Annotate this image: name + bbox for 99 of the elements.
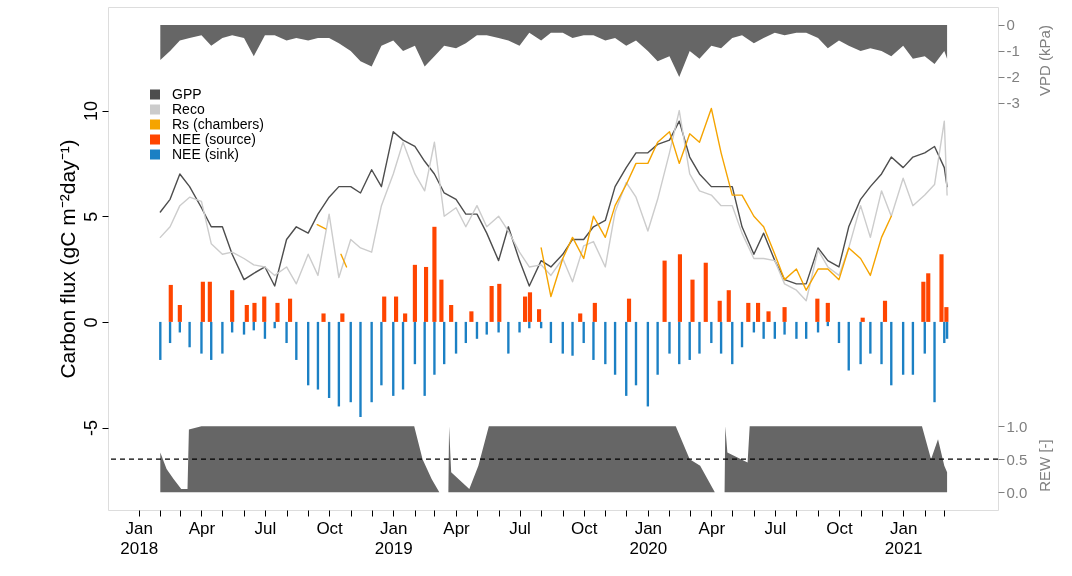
bar [677,254,683,322]
bar [859,321,862,365]
bar [439,279,444,322]
x-tick-label: Oct [826,518,853,538]
bar [662,260,667,322]
bar [783,321,786,335]
bar [882,300,888,322]
bar [380,321,383,386]
y2-tick-label: -3 [1006,94,1020,112]
bar [412,264,417,322]
bar [168,284,173,322]
bar [340,313,345,322]
bar [497,283,502,322]
bar [382,296,387,322]
bar [433,321,436,375]
bar [449,305,454,322]
bar [489,285,494,322]
x-tick-label: Apr [698,518,726,538]
bar [782,307,787,322]
bar [393,296,399,322]
legend-label: Rs (chambers) [172,115,264,132]
bar [188,321,191,348]
x-tick-label: Jan 2020 [629,518,668,558]
bar [717,300,722,322]
bar [244,305,249,322]
y3-tick-label: 0.5 [1006,450,1028,468]
x-tick-label: Jul [509,518,531,538]
bar [726,290,731,322]
bar [578,313,583,322]
bar [626,298,632,322]
legend-label: GPP [172,85,202,102]
bar [207,281,212,322]
x-tick-label: Jul [764,518,787,538]
bar [252,302,257,322]
bar [592,302,597,322]
bar [815,298,820,322]
bar [592,321,595,360]
x-tick-label: Jan 2021 [884,518,923,558]
bar [825,302,830,322]
bar [469,311,474,322]
y3-tick-label: 1.0 [1006,417,1028,435]
bar [423,321,426,396]
bar [423,266,429,322]
x-tick-label: Jul [254,518,277,538]
x-tick-label: Apr [188,518,216,538]
y-tick-label: 5 [80,211,101,222]
bar [880,321,883,365]
bar [287,298,293,322]
bar [571,321,574,356]
x-tick-label: Jan 2018 [120,518,159,558]
bar [746,302,751,322]
bar [177,305,182,322]
bar [497,321,500,333]
bar [939,254,944,322]
y2-axis-title: VPD (kPa) [1035,25,1053,96]
y-axis-title: Carbon flux (gC m⁻²day⁻¹) [55,139,79,379]
y2-tick-label: 0 [1006,16,1015,34]
bar [432,226,437,322]
bar [230,290,235,322]
x-tick-label: Jan 2019 [374,518,413,558]
y-tick-label: -5 [80,420,101,437]
bar [403,313,408,322]
bar [275,302,280,322]
bar [507,321,510,354]
y-tick-label: 10 [80,101,101,122]
bar [200,321,203,354]
bar [766,311,771,322]
bar [295,321,298,360]
bar [703,262,708,322]
bar [527,292,533,322]
bar [755,302,761,322]
bar [762,321,765,339]
y2-tick-label: -2 [1006,68,1020,86]
y3-tick-label: 0.0 [1006,483,1028,501]
bar [523,296,528,322]
bar [536,309,542,322]
bar [321,313,326,322]
bar [698,321,701,354]
bar [933,321,936,403]
bar [795,321,798,339]
y-tick-label: 0 [80,317,101,328]
bar [262,296,267,322]
bar [690,279,695,322]
bar [518,321,521,333]
bar [359,321,362,418]
x-tick-label: Apr [443,518,471,538]
bar [285,321,288,344]
y3-axis-title: REW [-] [1035,439,1053,492]
bar [200,281,205,322]
bar [370,321,373,403]
bar [710,321,713,344]
bar [656,321,659,375]
bar [668,321,671,354]
bar [221,321,224,354]
legend-label: Reco [172,100,205,117]
x-tick-label: Oct [316,518,344,538]
y2-tick-label: -1 [1006,42,1020,60]
bar [869,321,872,354]
x-tick-label: Oct [570,518,598,538]
